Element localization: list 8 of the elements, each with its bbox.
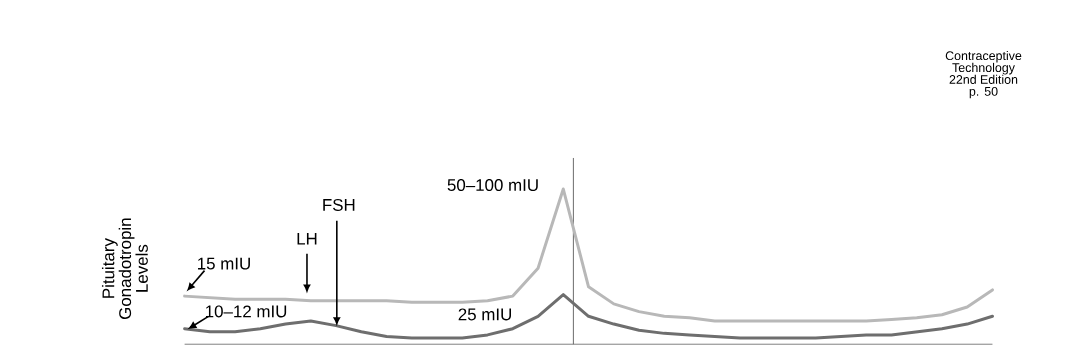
annotation: 10–12 mIU — [205, 305, 287, 318]
annotation: 15 mIU — [198, 257, 250, 270]
annotation: 50–100 mIU — [447, 178, 538, 191]
annotation: LH — [297, 232, 317, 245]
annotation: FSH — [323, 198, 355, 211]
y-axis-title: Pituitary Gonadotropin Levels — [101, 218, 148, 319]
text: Contraceptive Technology 22nd Edition p. 50 — [945, 50, 1022, 99]
annotation: 25 mIU — [458, 308, 511, 321]
